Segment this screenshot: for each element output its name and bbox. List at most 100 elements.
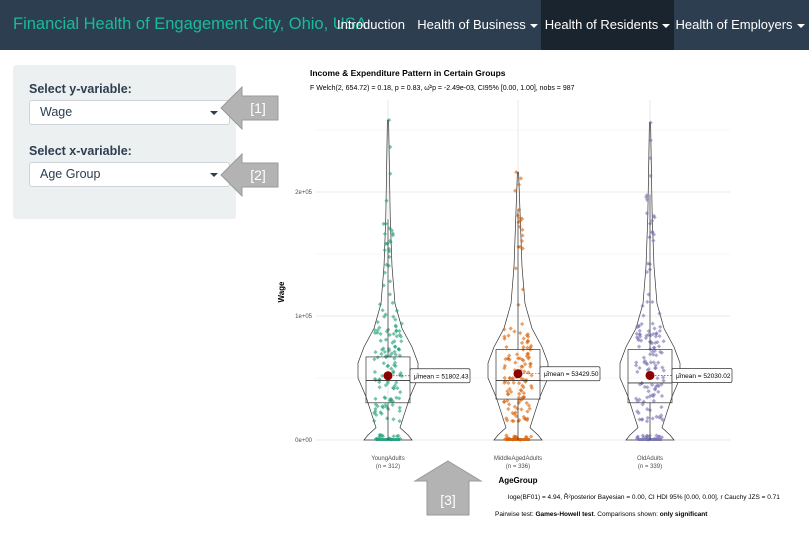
data-point xyxy=(521,336,526,341)
data-point xyxy=(519,364,524,369)
data-point xyxy=(526,355,532,360)
data-point xyxy=(653,334,658,339)
data-point xyxy=(504,344,509,350)
data-point xyxy=(517,391,522,396)
mean-label: μ̂mean = 52030.02 xyxy=(676,373,731,380)
data-point xyxy=(528,361,533,367)
data-point xyxy=(654,353,659,358)
data-point xyxy=(377,302,383,307)
data-point xyxy=(506,391,511,397)
nav-label: Health of Employers xyxy=(675,17,793,32)
data-point xyxy=(390,233,395,238)
data-point xyxy=(523,361,528,367)
axes: YoungAdults (n = 312) MiddleAgedAdults (n =… xyxy=(277,190,663,485)
data-point xyxy=(397,418,402,424)
data-point xyxy=(507,386,512,392)
data-point xyxy=(654,331,659,336)
data-point xyxy=(372,357,377,362)
mean-point xyxy=(645,370,655,380)
y-tick-label: 0e+00 xyxy=(295,438,313,444)
data-point xyxy=(649,341,655,346)
data-point xyxy=(640,303,645,309)
data-point xyxy=(652,326,657,331)
data-point xyxy=(504,433,509,438)
nav-health-of-residents[interactable]: Health of Residents xyxy=(541,0,674,50)
data-point xyxy=(644,419,650,424)
data-point xyxy=(644,333,649,338)
mean-label: μ̂mean = 53429.50 xyxy=(544,371,599,378)
data-point xyxy=(396,433,401,439)
x-tick-label: MiddleAgedAdults xyxy=(494,456,542,462)
data-point xyxy=(648,173,653,179)
data-point xyxy=(512,404,517,409)
data-point xyxy=(373,396,378,402)
data-point xyxy=(518,176,524,181)
data-point xyxy=(524,400,529,406)
data-point xyxy=(397,353,403,358)
nav-label: Health of Business xyxy=(417,17,526,32)
data-point xyxy=(661,378,666,383)
data-point xyxy=(505,398,510,403)
data-point xyxy=(383,396,388,401)
data-point xyxy=(391,331,396,336)
data-point xyxy=(388,144,393,150)
data-point xyxy=(519,388,524,394)
mean-label-box xyxy=(671,368,733,383)
data-point xyxy=(656,360,661,365)
data-point xyxy=(508,326,513,331)
data-point xyxy=(635,369,640,375)
data-point xyxy=(512,434,517,439)
data-point xyxy=(634,396,639,401)
x-variable-select[interactable]: Age Group xyxy=(29,162,230,187)
data-point xyxy=(374,412,379,417)
data-point xyxy=(519,407,524,412)
data-point xyxy=(372,418,377,424)
data-point xyxy=(651,238,656,243)
nav-health-of-employers[interactable]: Health of Employers xyxy=(674,0,806,50)
data-point xyxy=(519,238,525,244)
data-point xyxy=(502,375,507,380)
brand-title[interactable]: Financial Health of Engagement City, Ohi… xyxy=(13,15,367,33)
data-point xyxy=(636,337,641,343)
data-point xyxy=(514,352,520,357)
data-point xyxy=(375,328,380,333)
data-point xyxy=(644,362,650,367)
data-point xyxy=(388,171,393,176)
caret-down-icon xyxy=(662,23,671,28)
data-point xyxy=(387,292,393,297)
data-point xyxy=(395,386,400,391)
data-point xyxy=(653,365,658,371)
mean-point xyxy=(513,369,523,379)
data-point xyxy=(656,384,661,389)
caret-down-icon xyxy=(796,23,805,28)
data-point xyxy=(661,375,666,380)
data-point xyxy=(397,347,402,352)
nav-health-of-business[interactable]: Health of Business xyxy=(414,0,541,50)
means: μ̂mean = 51802.43 μ̂mean = 53429.50 μ̂mean… xyxy=(383,366,733,384)
data-point xyxy=(512,329,517,334)
mean-label-box xyxy=(539,366,601,382)
data-point xyxy=(385,416,390,421)
caret-down-icon xyxy=(210,111,218,115)
data-point xyxy=(390,300,395,305)
data-point xyxy=(393,323,398,328)
data-point xyxy=(659,404,664,410)
data-point xyxy=(661,339,666,344)
data-point xyxy=(656,344,662,349)
mean-label: μ̂mean = 51802.43 xyxy=(414,373,469,380)
data-point xyxy=(388,238,393,243)
data-point xyxy=(648,352,653,357)
data-point xyxy=(525,409,530,414)
data-point xyxy=(382,248,387,253)
data-point xyxy=(398,390,403,395)
nav-label: Health of Residents xyxy=(544,17,659,32)
data-point xyxy=(645,415,650,421)
y-variable-select[interactable]: Wage xyxy=(29,100,230,125)
y-variable-label: Select y-variable: xyxy=(29,82,132,96)
data-point xyxy=(637,397,642,402)
data-point xyxy=(511,380,516,385)
data-point xyxy=(380,308,385,313)
data-point xyxy=(641,355,647,360)
data-point xyxy=(391,417,396,422)
nav-introduction[interactable]: Introduction xyxy=(328,0,414,50)
